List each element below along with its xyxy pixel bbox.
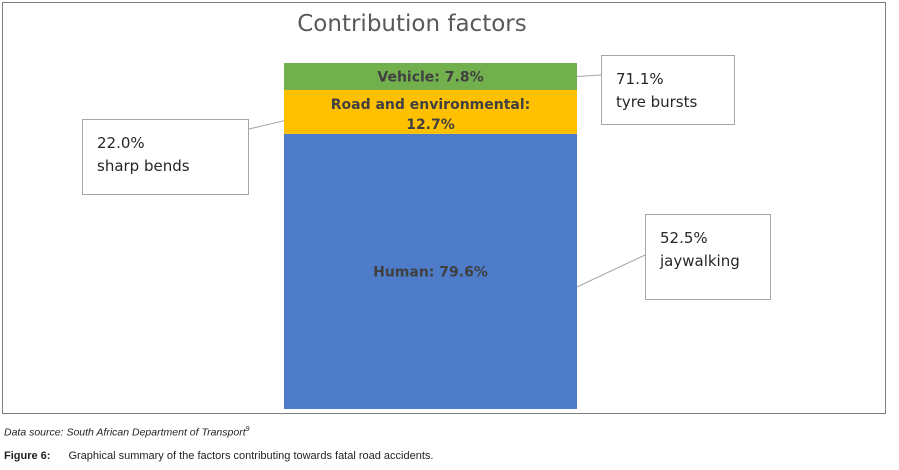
- bar-segment-road-and-environmental: [284, 89, 577, 134]
- bar-segment-human: [284, 133, 577, 410]
- stacked-bar-chart: Contribution factors Human: 79.6% Road an…: [248, 11, 646, 410]
- chart-frame: Contribution factors Human: 79.6% Road an…: [2, 2, 886, 414]
- bar-group: Human: 79.6% Road and environmental: 12.7%…: [284, 63, 577, 410]
- data-label-human: Human: 79.6%: [373, 264, 488, 280]
- data-label-road-and-environmental-line1: Road and environmental:: [331, 97, 531, 113]
- callout-road-environmental: 22.0% sharp bends: [82, 119, 249, 195]
- callout-vehicle: 71.1% tyre bursts: [601, 55, 735, 125]
- leader-line-road-environmental: [248, 120, 285, 130]
- callout-road-cause: sharp bends: [97, 157, 190, 175]
- callout-vehicle-percent: 71.1%: [616, 70, 664, 88]
- callout-human-percent: 52.5%: [660, 229, 708, 247]
- data-label-road-and-environmental-line2: 12.7%: [406, 117, 455, 133]
- callout-human-cause: jaywalking: [660, 252, 740, 270]
- callout-human: 52.5% jaywalking: [645, 214, 771, 300]
- data-label-vehicle: Vehicle: 7.8%: [377, 69, 483, 85]
- figure-caption: Figure 6: Graphical summary of the factor…: [4, 450, 433, 462]
- callout-vehicle-cause: tyre bursts: [616, 93, 698, 111]
- callout-road-percent: 22.0%: [97, 134, 145, 152]
- data-source-note: Data source: South African Department of…: [4, 426, 250, 439]
- data-source-text: Data source: South African Department of…: [4, 426, 246, 439]
- figure-label: Figure 6:: [4, 450, 51, 462]
- figure-caption-text: Graphical summary of the factors contrib…: [68, 450, 434, 462]
- leader-line-vehicle: [576, 74, 602, 77]
- leader-lines: [248, 74, 646, 288]
- leader-line-human: [576, 254, 646, 288]
- chart-title: Contribution factors: [297, 11, 526, 37]
- bar-segment-vehicle: [284, 63, 577, 90]
- data-source-reference: 9: [245, 426, 250, 433]
